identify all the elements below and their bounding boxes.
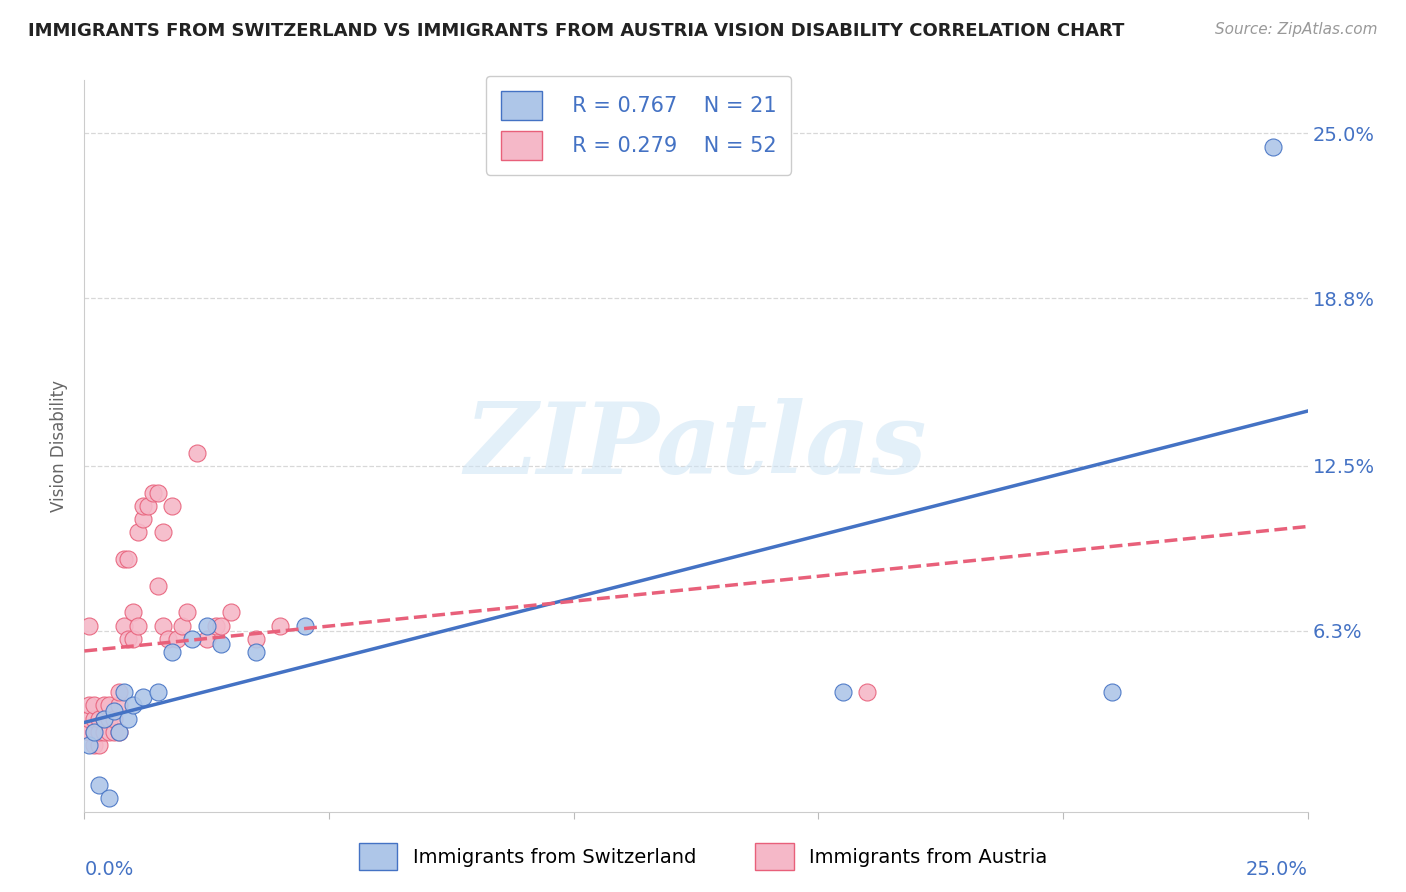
Point [107, 725, 129, 739]
Point [162, 499, 184, 513]
Point [87, 778, 110, 792]
Point [77, 712, 100, 726]
Point [146, 685, 169, 699]
Point [1101, 685, 1123, 699]
Text: Source: ZipAtlas.com: Source: ZipAtlas.com [1215, 22, 1378, 37]
Point [146, 579, 169, 593]
Point [103, 725, 125, 739]
Point [122, 632, 145, 646]
Point [103, 712, 125, 726]
Point [112, 685, 135, 699]
Point [172, 618, 194, 632]
Point [77, 738, 100, 752]
Text: IMMIGRANTS FROM SWITZERLAND VS IMMIGRANTS FROM AUSTRIA VISION DISABILITY CORRELA: IMMIGRANTS FROM SWITZERLAND VS IMMIGRANT… [28, 22, 1125, 40]
Text: 0.0%: 0.0% [84, 860, 134, 879]
Point [1263, 140, 1285, 154]
Point [77, 725, 100, 739]
Point [107, 698, 129, 713]
Point [87, 712, 110, 726]
Point [117, 552, 139, 566]
Point [117, 632, 139, 646]
Point [156, 632, 179, 646]
Point [176, 605, 198, 619]
Point [122, 698, 145, 713]
Point [103, 704, 125, 718]
Point [77, 698, 100, 713]
Point [93, 712, 115, 726]
Point [209, 618, 232, 632]
Point [97, 791, 120, 805]
Point [77, 618, 100, 632]
Point [146, 485, 169, 500]
Point [195, 632, 218, 646]
Point [83, 738, 105, 752]
Point [142, 485, 165, 500]
Point [127, 525, 149, 540]
Point [127, 618, 149, 632]
Point [97, 698, 120, 713]
Point [97, 712, 120, 726]
Point [132, 690, 155, 705]
Y-axis label: Vision Disability: Vision Disability [51, 380, 69, 512]
Point [152, 618, 174, 632]
Point [83, 725, 105, 739]
Point [107, 725, 129, 739]
Point [87, 738, 110, 752]
Point [245, 632, 267, 646]
Point [132, 499, 155, 513]
Point [269, 618, 291, 632]
Point [245, 645, 267, 659]
Point [83, 698, 105, 713]
Point [93, 698, 115, 713]
Point [112, 618, 135, 632]
Text: ZIPatlas: ZIPatlas [465, 398, 927, 494]
Point [181, 632, 204, 646]
Point [83, 712, 105, 726]
Point [93, 712, 115, 726]
Point [117, 712, 139, 726]
Point [831, 685, 853, 699]
Point [112, 552, 135, 566]
Point [93, 725, 115, 739]
Point [186, 445, 208, 459]
Point [152, 525, 174, 540]
Point [77, 725, 100, 739]
Text: 25.0%: 25.0% [1246, 860, 1308, 879]
Point [856, 685, 879, 699]
Point [122, 605, 145, 619]
Point [162, 645, 184, 659]
Legend:   R = 0.767    N = 21,   R = 0.279    N = 52: R = 0.767 N = 21, R = 0.279 N = 52 [486, 76, 792, 175]
Point [209, 637, 232, 651]
Point [83, 725, 105, 739]
Point [107, 685, 129, 699]
Legend: Immigrants from Switzerland, Immigrants from Austria: Immigrants from Switzerland, Immigrants … [352, 835, 1054, 878]
Point [166, 632, 188, 646]
Point [205, 618, 228, 632]
Point [132, 512, 155, 526]
Point [87, 725, 110, 739]
Point [136, 499, 159, 513]
Point [195, 618, 218, 632]
Point [97, 725, 120, 739]
Point [294, 618, 316, 632]
Point [219, 605, 242, 619]
